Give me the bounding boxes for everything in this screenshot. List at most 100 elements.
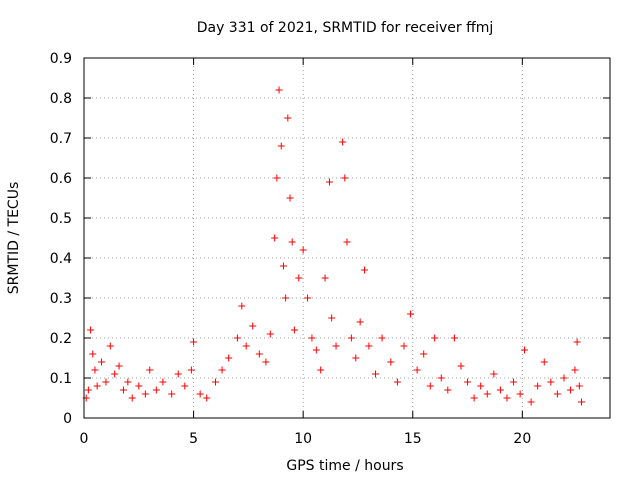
data-point — [271, 234, 279, 242]
data-point — [135, 382, 143, 390]
data-point — [174, 370, 182, 378]
data-point — [238, 302, 246, 310]
data-point — [277, 142, 285, 150]
data-point — [284, 114, 292, 122]
data-point — [168, 390, 176, 398]
data-point — [181, 382, 189, 390]
data-point — [407, 310, 415, 318]
plot-area-frame — [83, 57, 611, 419]
data-point — [496, 386, 504, 394]
x-tick-label: 15 — [404, 431, 422, 447]
data-point — [282, 294, 290, 302]
data-point — [339, 138, 347, 146]
data-point — [249, 322, 257, 330]
data-point — [457, 362, 465, 370]
data-point — [352, 354, 360, 362]
data-point — [242, 342, 250, 350]
data-point — [483, 390, 491, 398]
data-point — [490, 370, 498, 378]
data-point — [84, 386, 92, 394]
data-point — [124, 378, 132, 386]
data-point — [332, 342, 340, 350]
data-point — [378, 334, 386, 342]
data-point — [413, 366, 421, 374]
data-point — [317, 366, 325, 374]
data-point — [328, 314, 336, 322]
data-point — [464, 378, 472, 386]
data-point — [477, 382, 485, 390]
data-point — [308, 334, 316, 342]
data-point — [275, 86, 283, 94]
data-point — [356, 318, 364, 326]
data-point — [128, 394, 136, 402]
data-point — [547, 378, 555, 386]
data-point — [361, 266, 369, 274]
data-point — [279, 262, 287, 270]
data-point — [516, 390, 524, 398]
data-point — [89, 350, 97, 358]
data-point — [450, 334, 458, 342]
axis-ticks: 0 0.1 0.2 0.3 0.4 0.5 0.6 0.7 0.8 0.9 0 5 10 15 20 — [50, 51, 610, 447]
data-point — [115, 362, 123, 370]
data-point — [431, 334, 439, 342]
data-point — [286, 194, 294, 202]
data-point — [98, 358, 106, 366]
y-tick-label: 0.1 — [50, 371, 72, 387]
data-point — [312, 346, 320, 354]
x-tick-label: 10 — [294, 431, 312, 447]
data-point — [146, 366, 154, 374]
data-point — [510, 378, 518, 386]
data-point — [365, 342, 373, 350]
x-tick-label: 20 — [513, 431, 531, 447]
data-point — [444, 386, 452, 394]
data-point — [111, 370, 119, 378]
data-point — [218, 366, 226, 374]
series-srmtid — [82, 86, 586, 406]
grid-lines — [84, 58, 610, 418]
data-point — [304, 294, 312, 302]
data-point — [347, 334, 355, 342]
data-point — [288, 238, 296, 246]
data-point — [119, 386, 127, 394]
y-tick-label: 0.5 — [50, 211, 72, 227]
data-point — [203, 394, 211, 402]
chart-title: Day 331 of 2021, SRMTID for receiver ffm… — [197, 20, 494, 36]
data-point — [273, 174, 281, 182]
data-point — [262, 358, 270, 366]
data-point — [87, 326, 95, 334]
data-point — [420, 350, 428, 358]
data-point — [91, 366, 99, 374]
data-point — [527, 398, 535, 406]
data-point — [371, 370, 379, 378]
y-tick-label: 0.4 — [50, 251, 72, 267]
data-point — [567, 386, 575, 394]
data-point — [93, 382, 101, 390]
y-tick-label: 0.9 — [50, 51, 72, 67]
data-point — [233, 334, 241, 342]
data-point — [540, 358, 548, 366]
data-point — [102, 378, 110, 386]
data-point — [196, 390, 204, 398]
data-point — [553, 390, 561, 398]
data-point — [152, 386, 160, 394]
data-point — [141, 390, 149, 398]
data-point — [325, 178, 333, 186]
y-tick-label: 0.8 — [50, 91, 72, 107]
data-point — [343, 238, 351, 246]
data-point — [106, 342, 114, 350]
data-point — [266, 330, 274, 338]
data-point — [387, 358, 395, 366]
data-point — [571, 366, 579, 374]
x-tick-label: 0 — [80, 431, 89, 447]
data-point — [212, 378, 219, 386]
data-point — [290, 326, 298, 334]
data-point — [321, 274, 329, 282]
x-axis-label: GPS time / hours — [286, 458, 403, 474]
data-point — [560, 374, 568, 382]
data-point — [299, 246, 307, 254]
x-tick-label: 5 — [189, 431, 198, 447]
data-point — [255, 350, 263, 358]
data-point — [159, 378, 167, 386]
data-point — [393, 378, 401, 386]
